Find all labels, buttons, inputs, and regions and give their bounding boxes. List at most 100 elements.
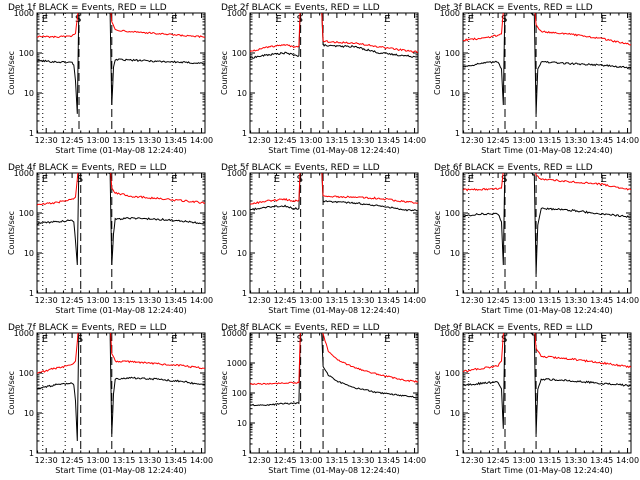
x-axis: 12:30 12:45 13:00 13:15 13:30 13:45 14:00 — [35, 173, 213, 305]
x-tick-label: 13:30 — [564, 136, 587, 145]
panel-det-6: Det 6f BLACK = Events, RED = LLD 1 10 100 10… — [433, 163, 639, 315]
series-events-line — [37, 173, 205, 266]
x-tick-label: 13:30 — [138, 456, 161, 465]
y-tick-label: 1000 — [227, 9, 247, 18]
panel-det-1: Det 1f BLACK = Events, RED = LLD 1 10 100 10… — [7, 3, 213, 155]
x-tick-label: 13:30 — [351, 456, 374, 465]
series-events-line — [463, 333, 631, 434]
y-axis-label: Counts/sec — [220, 211, 229, 255]
series-lld-line — [250, 333, 418, 386]
x-axis: 12:30 12:45 13:00 13:15 13:30 13:45 14:00 — [461, 173, 639, 305]
x-tick-label: 13:45 — [164, 456, 187, 465]
x-tick-label: 13:15 — [538, 136, 561, 145]
series-events-line — [250, 173, 418, 212]
panel-det-7: Det 7f BLACK = Events, RED = LLD 1 10 100 10… — [7, 323, 213, 475]
interval-marker-e: E — [468, 14, 474, 25]
x-tick-label: 13:30 — [564, 456, 587, 465]
y-tick-label: 100 — [19, 49, 34, 58]
x-tick-label: 13:15 — [112, 136, 135, 145]
x-tick-label: 13:15 — [325, 456, 348, 465]
y-axis-label: Counts/sec — [433, 211, 442, 255]
interval-marker-e: E — [42, 334, 48, 345]
series-events-line — [37, 13, 205, 114]
y-axis: 1 10 100 1000 — [14, 329, 205, 458]
y-tick-label: 1000 — [440, 329, 460, 338]
panel-title: Det 5f BLACK = Events, RED = LLD — [221, 163, 380, 173]
y-axis-label: Counts/sec — [7, 371, 16, 415]
x-tick-label: 13:00 — [86, 296, 109, 305]
plot-frame — [36, 12, 206, 134]
series-lld-line — [250, 173, 418, 205]
series-lld-line — [37, 173, 205, 206]
y-tick-label: 1 — [29, 289, 34, 298]
x-tick-label: 13:45 — [164, 136, 187, 145]
x-axis: 12:30 12:45 13:00 13:15 13:30 13:45 14:00 — [248, 173, 426, 305]
plot-frame — [36, 332, 206, 454]
x-tick-label: 13:15 — [538, 456, 561, 465]
series-events-line — [37, 333, 205, 442]
y-tick-label: 1 — [242, 449, 247, 458]
interval-marker-s: S — [501, 14, 507, 25]
x-axis-label: Start Time (01-May-08 12:24:40) — [481, 146, 612, 155]
panel-det-4: Det 4f BLACK = Events, RED = LLD 1 10 100 10… — [7, 163, 213, 315]
x-axis-label: Start Time (01-May-08 12:24:40) — [268, 466, 399, 475]
panel-title: Det 6f BLACK = Events, RED = LLD — [434, 163, 593, 173]
x-tick-label: 12:45 — [61, 136, 84, 145]
x-tick-label: 14:00 — [403, 456, 426, 465]
panel-title: Det 3f BLACK = Events, RED = LLD — [434, 3, 593, 13]
series-lld-line — [463, 333, 631, 373]
series-events-line — [250, 13, 418, 59]
x-axis-label: Start Time (01-May-08 12:24:40) — [55, 466, 186, 475]
panel-title: Det 8f BLACK = Events, RED = LLD — [221, 323, 380, 333]
interval-marker-e: E — [384, 174, 390, 185]
interval-marker-e: E — [601, 174, 607, 185]
x-tick-label: 12:45 — [274, 296, 297, 305]
x-tick-label: 13:15 — [112, 296, 135, 305]
x-axis: 12:30 12:45 13:00 13:15 13:30 13:45 14:00 — [35, 333, 213, 465]
x-tick-label: 14:00 — [190, 456, 213, 465]
x-tick-label: 12:30 — [248, 136, 271, 145]
panel-title: Det 2f BLACK = Events, RED = LLD — [221, 3, 380, 13]
series-lld-line — [463, 173, 631, 192]
x-tick-label: 12:30 — [35, 296, 58, 305]
y-axis: 1 10 100 1000 — [440, 329, 631, 458]
series-lld-line — [463, 13, 631, 46]
y-tick-label: 1 — [455, 449, 460, 458]
x-tick-label: 12:30 — [461, 136, 484, 145]
x-axis-label: Start Time (01-May-08 12:24:40) — [268, 306, 399, 315]
panel-det-3: Det 3f BLACK = Events, RED = LLD 1 10 100 10… — [433, 3, 639, 155]
y-axis-label: Counts/sec — [220, 51, 229, 95]
y-axis-label: Counts/sec — [220, 371, 229, 415]
y-axis-label: Counts/sec — [7, 51, 16, 95]
series-lld-line — [37, 13, 205, 39]
x-tick-label: 14:00 — [403, 296, 426, 305]
y-tick-label: 1 — [242, 129, 247, 138]
x-tick-label: 12:45 — [274, 136, 297, 145]
interval-marker-e: E — [601, 334, 607, 345]
panel-title: Det 9f BLACK = Events, RED = LLD — [434, 323, 593, 333]
y-tick-label: 1 — [29, 129, 34, 138]
x-tick-label: 13:45 — [590, 136, 613, 145]
interval-marker-e: E — [275, 334, 281, 345]
x-tick-label: 12:30 — [35, 136, 58, 145]
panel-title: Det 7f BLACK = Events, RED = LLD — [8, 323, 167, 333]
interval-marker-e: E — [468, 334, 474, 345]
x-axis-label: Start Time (01-May-08 12:24:40) — [481, 306, 612, 315]
x-tick-label: 13:00 — [299, 456, 322, 465]
x-tick-label: 13:45 — [164, 296, 187, 305]
x-tick-label: 14:00 — [616, 456, 639, 465]
panel-det-8: Det 8f BLACK = Events, RED = LLD 1 10 100 10… — [220, 323, 426, 475]
x-tick-label: 12:30 — [35, 456, 58, 465]
x-tick-label: 13:00 — [86, 456, 109, 465]
x-tick-label: 13:00 — [86, 136, 109, 145]
y-axis: 1 10 100 1000 — [440, 9, 631, 138]
y-tick-label: 10 — [237, 89, 247, 98]
y-tick-label: 100 — [445, 369, 460, 378]
x-tick-label: 13:15 — [538, 296, 561, 305]
y-tick-label: 100 — [232, 389, 247, 398]
x-axis: 12:30 12:45 13:00 13:15 13:30 13:45 14:00 — [248, 333, 426, 465]
x-tick-label: 12:30 — [248, 456, 271, 465]
panel-title: Det 1f BLACK = Events, RED = LLD — [8, 3, 167, 13]
y-tick-label: 100 — [232, 49, 247, 58]
